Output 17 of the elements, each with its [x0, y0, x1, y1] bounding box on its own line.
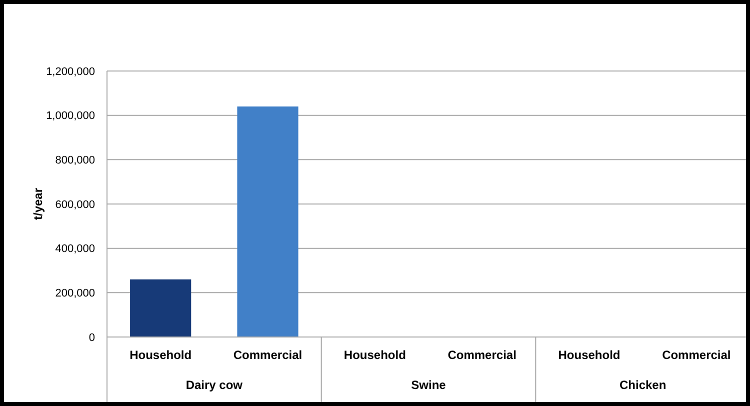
x-tick-label: Commercial — [448, 348, 516, 362]
y-tick-label: 400,000 — [55, 243, 95, 256]
text: Dairy cow — [186, 378, 244, 392]
x-tick-label: Household — [558, 348, 620, 362]
y-tick-label: 200,000 — [55, 288, 95, 300]
y-tick-label: 600,000 — [55, 198, 95, 211]
x-tick-label: Commercial — [662, 348, 731, 362]
y-tick-label: 1,200,000 — [46, 66, 95, 78]
text: Chicken — [619, 378, 666, 392]
text: Swine — [411, 378, 446, 392]
x-tick-label: Household — [130, 348, 192, 362]
y-tick-label: 800,000 — [55, 154, 95, 167]
x-tick-label: Household — [344, 348, 406, 362]
x-tick-label: Commercial — [233, 348, 302, 362]
y-tick-label: 1,000,000 — [46, 110, 95, 122]
y-tick-label: 0 — [88, 332, 95, 344]
y-axis-title: t/year — [31, 188, 45, 220]
